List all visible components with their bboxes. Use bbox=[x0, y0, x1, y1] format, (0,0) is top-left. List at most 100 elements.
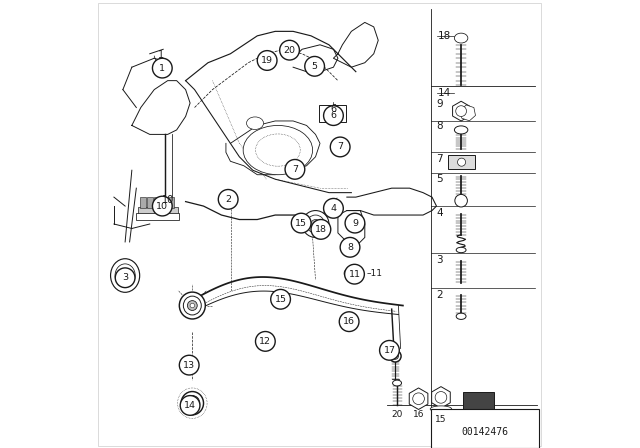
FancyBboxPatch shape bbox=[319, 105, 346, 122]
FancyBboxPatch shape bbox=[140, 197, 146, 208]
Text: 18: 18 bbox=[315, 225, 327, 234]
FancyBboxPatch shape bbox=[448, 155, 475, 169]
Text: 5: 5 bbox=[436, 174, 443, 184]
Circle shape bbox=[345, 213, 365, 233]
Ellipse shape bbox=[188, 399, 196, 407]
Ellipse shape bbox=[243, 125, 312, 175]
Ellipse shape bbox=[392, 380, 401, 386]
Circle shape bbox=[285, 159, 305, 179]
Text: 12: 12 bbox=[259, 337, 271, 346]
Circle shape bbox=[456, 106, 467, 116]
Text: 9: 9 bbox=[352, 219, 358, 228]
Circle shape bbox=[339, 312, 359, 332]
Ellipse shape bbox=[344, 243, 351, 250]
Text: 16: 16 bbox=[413, 410, 424, 419]
FancyBboxPatch shape bbox=[136, 213, 179, 220]
Text: 14: 14 bbox=[437, 88, 451, 98]
Text: 7: 7 bbox=[337, 142, 343, 151]
Ellipse shape bbox=[190, 303, 195, 308]
Circle shape bbox=[455, 194, 467, 207]
Circle shape bbox=[380, 340, 399, 360]
Text: 14: 14 bbox=[184, 401, 196, 410]
Circle shape bbox=[280, 40, 300, 60]
Text: 5: 5 bbox=[312, 62, 317, 71]
Ellipse shape bbox=[115, 264, 135, 287]
Text: 6: 6 bbox=[330, 111, 337, 120]
Ellipse shape bbox=[456, 313, 466, 319]
Text: 11: 11 bbox=[349, 270, 360, 279]
Ellipse shape bbox=[342, 240, 354, 253]
Ellipse shape bbox=[183, 296, 201, 315]
FancyBboxPatch shape bbox=[431, 409, 539, 448]
Circle shape bbox=[435, 392, 447, 403]
Ellipse shape bbox=[454, 33, 468, 43]
Text: 15: 15 bbox=[435, 415, 447, 424]
Text: 3: 3 bbox=[436, 255, 443, 265]
Text: 17: 17 bbox=[383, 346, 396, 355]
Text: 10: 10 bbox=[163, 195, 175, 205]
Ellipse shape bbox=[430, 406, 452, 412]
Text: 9: 9 bbox=[436, 99, 443, 109]
Circle shape bbox=[291, 213, 311, 233]
Circle shape bbox=[115, 268, 135, 288]
Ellipse shape bbox=[181, 392, 204, 415]
Text: 8: 8 bbox=[347, 243, 353, 252]
Text: 15: 15 bbox=[275, 295, 287, 304]
Circle shape bbox=[324, 106, 343, 125]
Circle shape bbox=[257, 51, 277, 70]
Text: 3: 3 bbox=[122, 273, 128, 282]
Text: 19: 19 bbox=[261, 56, 273, 65]
Ellipse shape bbox=[302, 211, 329, 237]
Ellipse shape bbox=[188, 301, 197, 310]
Text: 1: 1 bbox=[159, 64, 165, 73]
Circle shape bbox=[413, 393, 424, 405]
Text: 1: 1 bbox=[158, 50, 164, 60]
Ellipse shape bbox=[191, 401, 194, 405]
FancyBboxPatch shape bbox=[161, 197, 167, 208]
Text: 4: 4 bbox=[436, 208, 443, 218]
Circle shape bbox=[340, 237, 360, 257]
Ellipse shape bbox=[120, 271, 129, 280]
Circle shape bbox=[324, 198, 343, 218]
FancyBboxPatch shape bbox=[147, 197, 153, 208]
Ellipse shape bbox=[454, 126, 468, 134]
FancyBboxPatch shape bbox=[138, 207, 178, 214]
Circle shape bbox=[179, 355, 199, 375]
Circle shape bbox=[255, 332, 275, 351]
Text: 8: 8 bbox=[436, 121, 443, 131]
Text: 7: 7 bbox=[292, 165, 298, 174]
Text: 4: 4 bbox=[330, 204, 337, 213]
Ellipse shape bbox=[346, 316, 355, 324]
Ellipse shape bbox=[246, 117, 264, 129]
Circle shape bbox=[458, 158, 466, 166]
Text: 7: 7 bbox=[436, 154, 443, 164]
Circle shape bbox=[344, 264, 364, 284]
Ellipse shape bbox=[255, 134, 300, 166]
Circle shape bbox=[311, 220, 331, 239]
Circle shape bbox=[330, 137, 350, 157]
Ellipse shape bbox=[389, 350, 401, 362]
FancyBboxPatch shape bbox=[463, 392, 494, 411]
Text: 00142476: 00142476 bbox=[461, 427, 508, 437]
Ellipse shape bbox=[307, 215, 324, 233]
Ellipse shape bbox=[111, 258, 140, 293]
Text: 2: 2 bbox=[436, 290, 443, 300]
Text: 18: 18 bbox=[437, 31, 451, 41]
Ellipse shape bbox=[343, 313, 358, 327]
FancyBboxPatch shape bbox=[154, 197, 160, 208]
Circle shape bbox=[152, 196, 172, 216]
Circle shape bbox=[218, 190, 238, 209]
Text: 16: 16 bbox=[343, 317, 355, 326]
Text: –11: –11 bbox=[367, 269, 383, 278]
Text: 2: 2 bbox=[225, 195, 231, 204]
Ellipse shape bbox=[392, 353, 399, 359]
Ellipse shape bbox=[456, 247, 466, 253]
Text: 15: 15 bbox=[295, 219, 307, 228]
Ellipse shape bbox=[179, 292, 205, 319]
Text: 10: 10 bbox=[156, 202, 168, 211]
Ellipse shape bbox=[185, 396, 200, 411]
Ellipse shape bbox=[344, 267, 361, 280]
FancyBboxPatch shape bbox=[168, 197, 174, 208]
Circle shape bbox=[152, 58, 172, 78]
Circle shape bbox=[305, 56, 324, 76]
